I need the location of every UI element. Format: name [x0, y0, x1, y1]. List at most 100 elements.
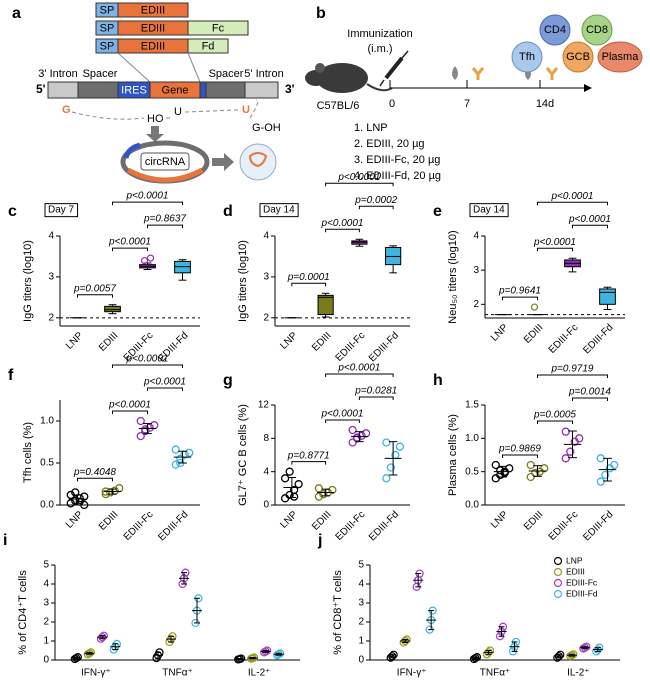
- legend-marker: [553, 556, 563, 566]
- block-label: SP: [100, 4, 115, 16]
- lnp-cargo: [248, 152, 268, 168]
- y-tick-label: 3: [473, 265, 479, 276]
- point: [566, 447, 575, 456]
- significance-bracket: [77, 294, 113, 298]
- day-tag-box: [44, 203, 79, 218]
- block-label: SP: [100, 40, 115, 52]
- y-axis-title: % of CD8⁺T cells: [332, 570, 344, 655]
- p-value: p=0.0005: [533, 410, 576, 421]
- x-tick-label: LNP: [489, 509, 511, 531]
- legend-label: EDIII: [566, 566, 585, 576]
- x-tick-label: EDIII: [310, 509, 334, 533]
- panel-label: a: [12, 5, 21, 22]
- point: [285, 467, 294, 476]
- significance-bracket: [112, 201, 183, 206]
- p-value: p=0.0014: [568, 387, 611, 398]
- x-tick-label: IFN-γ⁺: [397, 668, 427, 679]
- fc-block: [187, 20, 249, 36]
- significance-bracket: [325, 373, 394, 377]
- intron: [47, 81, 79, 99]
- product-label: circRNA: [145, 156, 186, 168]
- point: [601, 470, 610, 480]
- nucleotide: U: [174, 106, 182, 118]
- syringe: [384, 56, 404, 80]
- panel-label: b: [316, 5, 326, 22]
- y-axis-title: Tfh cells (%): [22, 422, 34, 483]
- significance-bracket: [502, 454, 538, 458]
- y-tick-label: 4: [263, 466, 269, 477]
- box: [104, 305, 121, 313]
- significance-bracket: [502, 296, 538, 301]
- y-tick-label: 2: [358, 617, 364, 628]
- down-arrow: [146, 126, 164, 142]
- fd-block: [187, 38, 229, 54]
- significance-bracket: [537, 420, 573, 424]
- segment-label: Spacer: [83, 68, 118, 80]
- y-tick-label: 5: [358, 560, 364, 571]
- p-value: p=0.9641: [498, 286, 541, 297]
- group-label: 2. EDIII, 20 µg: [354, 138, 425, 150]
- y-tick-label: 4: [43, 579, 49, 590]
- time-label: 14d: [536, 98, 554, 110]
- group-label: 1. LNP: [354, 122, 388, 134]
- cell-label: Plasma: [602, 51, 640, 63]
- cell: [562, 41, 594, 73]
- x-tick-label: EDIII: [522, 322, 546, 346]
- cell-label: GCB: [566, 51, 590, 63]
- legend-marker: [553, 578, 563, 588]
- block-label: EDIII: [141, 22, 165, 34]
- point: [80, 500, 89, 510]
- significance-bracket: [325, 182, 394, 187]
- significance-bracket: [358, 205, 394, 210]
- time-label: 0: [389, 98, 395, 110]
- x-tick-label: LNP: [64, 330, 86, 352]
- point: [171, 460, 180, 469]
- x-tick-label: EDIII-Fd: [156, 509, 190, 543]
- x-tick-label: EDIII: [97, 330, 121, 354]
- dashed-arrow: [249, 99, 259, 119]
- point: [561, 427, 570, 436]
- right-arrow: [212, 153, 234, 171]
- p-value: p=0.0001: [287, 272, 330, 283]
- block-label: SP: [100, 22, 115, 34]
- outlier: [530, 303, 539, 311]
- cell: [597, 41, 643, 73]
- spacer: [205, 81, 246, 99]
- cell-label: CD8: [586, 24, 608, 36]
- p-value: p<0.0001: [321, 409, 364, 420]
- ring-gene: [126, 167, 204, 183]
- x-tick-label: TNFα⁺: [480, 668, 511, 679]
- y-tick-label: 0.0: [40, 500, 54, 511]
- point: [575, 434, 584, 443]
- block-label: Fc: [212, 22, 225, 34]
- y-tick-label: 5: [43, 560, 49, 571]
- timeline-arrow: [584, 84, 592, 92]
- block-label: EDIII: [141, 4, 165, 16]
- significance-bracket: [291, 282, 327, 287]
- y-tick-label: 3: [43, 598, 49, 609]
- y-axis-title: IgG titers (log10): [22, 240, 34, 322]
- point: [610, 460, 619, 470]
- y-tick-label: 4: [48, 231, 54, 242]
- x-tick-label: EDIII-Fd: [367, 509, 401, 543]
- p-value: p<0.0001: [321, 218, 364, 229]
- y-tick-label: 1.0: [465, 433, 479, 444]
- legend-label: EDIII-Fd: [566, 588, 598, 598]
- antibodies: [471, 67, 559, 80]
- p-value: p<0.0001: [551, 191, 594, 202]
- p-value: p<0.0001: [126, 191, 169, 202]
- y-tick-label: 1: [43, 636, 49, 647]
- y-tick-label: 4: [358, 579, 364, 590]
- p-value: p=0.9869: [498, 444, 541, 455]
- point: [382, 474, 391, 483]
- x-tick-label: TNFα⁺: [162, 668, 193, 679]
- significance-bracket: [77, 477, 113, 482]
- point: [314, 484, 324, 493]
- strain: C57BL/6: [317, 100, 360, 112]
- y-tick-label: 4: [473, 231, 479, 242]
- point: [526, 472, 535, 482]
- x-tick-label: EDIII-Fd: [367, 330, 401, 364]
- panel-label: g: [223, 372, 233, 389]
- route: Immunization: [347, 28, 412, 40]
- significance-bracket: [537, 201, 608, 206]
